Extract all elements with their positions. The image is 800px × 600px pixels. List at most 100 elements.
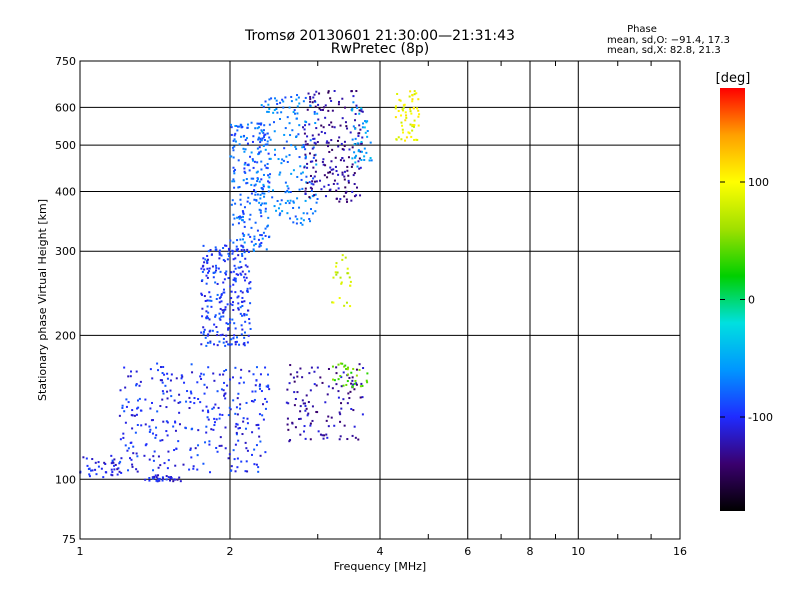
data-point (157, 474, 160, 477)
data-point (289, 134, 292, 137)
data-point (218, 301, 221, 304)
data-point (234, 277, 237, 280)
data-point (278, 173, 281, 176)
data-point (252, 248, 255, 251)
data-point (351, 379, 354, 382)
data-point (240, 266, 243, 269)
data-point (150, 401, 153, 404)
data-point (332, 301, 335, 304)
data-point (243, 221, 246, 224)
data-point (309, 424, 312, 427)
data-point (336, 271, 339, 274)
data-point (363, 126, 366, 129)
data-point (258, 385, 261, 388)
data-point (312, 137, 315, 140)
data-point (229, 285, 232, 288)
data-point (216, 334, 219, 337)
data-point (230, 133, 233, 136)
data-point (244, 257, 247, 260)
data-point (225, 368, 228, 371)
data-point (327, 367, 330, 370)
data-point (266, 143, 269, 146)
data-point (207, 317, 210, 320)
data-point (205, 431, 208, 434)
data-point (286, 388, 289, 391)
data-point (259, 150, 262, 153)
data-point (358, 167, 361, 170)
data-point (242, 238, 245, 241)
data-point (127, 375, 130, 378)
data-point (232, 301, 235, 304)
data-point (302, 219, 305, 222)
data-point (309, 186, 312, 189)
data-point (135, 370, 138, 373)
data-point (260, 129, 263, 132)
data-point (350, 165, 353, 168)
data-point (118, 414, 121, 417)
data-point (243, 167, 246, 170)
data-point (350, 407, 353, 410)
data-point (86, 464, 89, 467)
data-point (256, 229, 259, 232)
data-point (201, 409, 204, 412)
data-point (304, 187, 307, 190)
data-point (281, 210, 284, 213)
data-point (294, 426, 297, 429)
data-point (110, 462, 113, 465)
data-point (259, 193, 262, 196)
data-point (417, 98, 420, 101)
data-point (206, 262, 209, 265)
data-point (320, 124, 323, 127)
data-point (207, 258, 210, 261)
data-point (249, 155, 252, 158)
data-point (113, 458, 116, 461)
data-point (313, 194, 316, 197)
data-point (296, 94, 299, 97)
data-point (246, 126, 249, 129)
data-point (228, 453, 231, 456)
data-point (258, 152, 261, 155)
data-point (232, 449, 235, 452)
data-point (304, 404, 307, 407)
data-point (327, 425, 330, 428)
data-point (313, 175, 316, 178)
data-point (122, 432, 125, 435)
data-point (253, 160, 256, 163)
data-point (313, 383, 316, 386)
data-point (207, 411, 210, 414)
data-point (197, 398, 200, 401)
data-point (165, 420, 168, 423)
data-point (361, 136, 364, 139)
data-point (365, 379, 368, 382)
data-point (418, 113, 421, 116)
data-point (234, 132, 237, 135)
data-point (309, 389, 312, 392)
data-point (255, 444, 258, 447)
data-point (251, 431, 254, 434)
data-point (287, 191, 290, 194)
data-point (261, 187, 264, 190)
data-point (152, 455, 155, 458)
data-point (203, 328, 206, 331)
data-point (330, 139, 333, 142)
data-point (268, 107, 271, 110)
data-point (243, 314, 246, 317)
data-point (257, 466, 260, 469)
data-point (330, 99, 333, 102)
data-point (350, 90, 353, 93)
data-point (286, 199, 289, 202)
data-point (243, 336, 246, 339)
data-point (237, 266, 240, 269)
data-point (303, 430, 306, 433)
data-point (345, 125, 348, 128)
data-point (246, 200, 249, 203)
data-point (260, 390, 263, 393)
data-point (319, 179, 322, 182)
data-point (289, 364, 292, 367)
data-point (288, 382, 291, 385)
data-point (241, 304, 244, 307)
data-point (267, 385, 270, 388)
data-point (239, 203, 242, 206)
data-point (218, 251, 221, 254)
data-point (263, 202, 266, 205)
